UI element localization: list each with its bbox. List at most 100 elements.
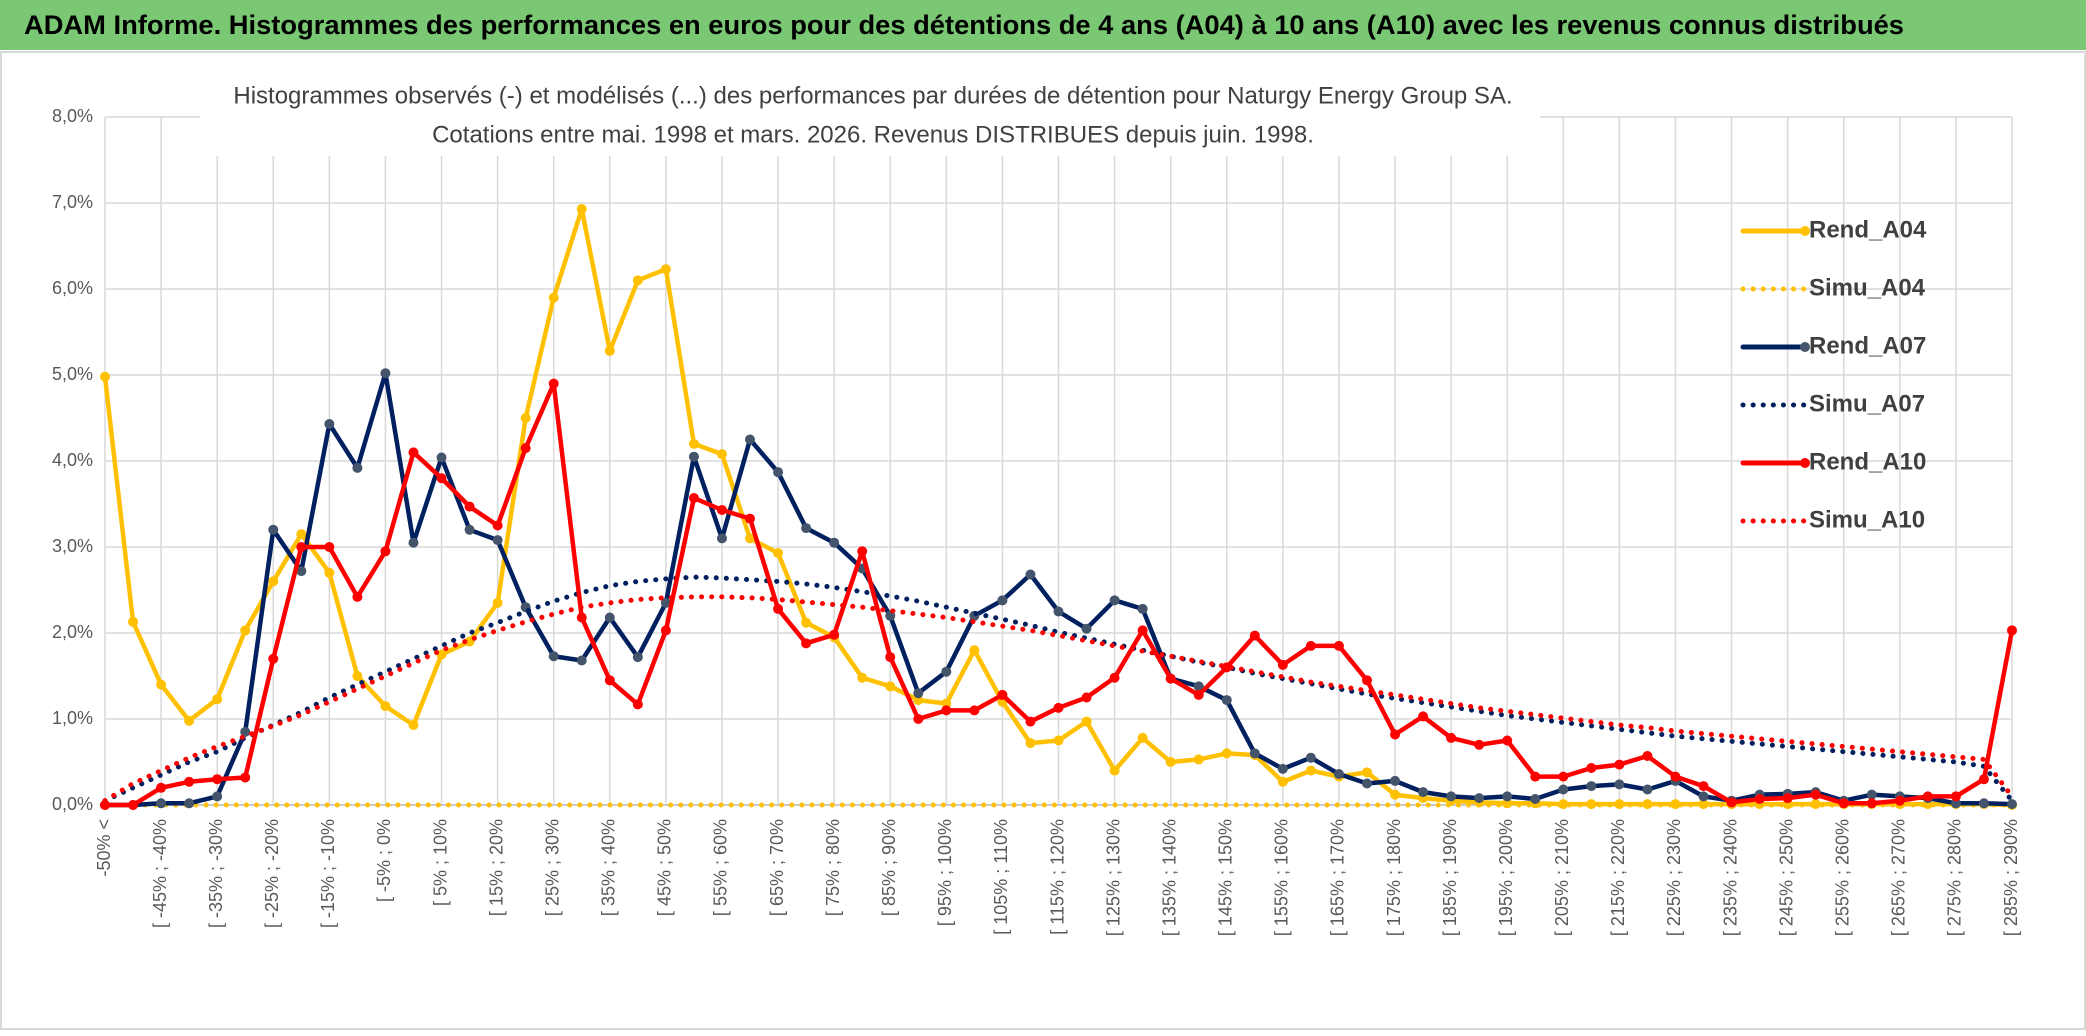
data-point xyxy=(1502,791,1513,802)
data-point xyxy=(1446,791,1457,802)
data-point xyxy=(436,452,447,463)
x-tick-label: [ 15% ; 20% xyxy=(486,819,506,916)
data-point xyxy=(716,533,727,544)
data-point xyxy=(296,529,307,540)
data-point xyxy=(969,705,980,716)
data-point xyxy=(1642,784,1653,795)
data-point xyxy=(1586,763,1597,774)
data-point xyxy=(660,264,671,275)
data-point xyxy=(660,625,671,636)
data-point xyxy=(576,655,587,666)
data-point xyxy=(492,520,503,531)
data-point xyxy=(212,694,223,705)
data-point xyxy=(1530,793,1541,804)
data-point xyxy=(352,462,363,473)
data-point xyxy=(324,419,335,430)
x-tick-label: [ 245% ; 250% xyxy=(1776,819,1796,936)
data-point xyxy=(128,616,139,627)
data-point xyxy=(1446,732,1457,743)
data-point xyxy=(1193,681,1204,692)
data-point xyxy=(1109,672,1120,683)
data-point xyxy=(100,800,110,810)
y-tick-label: 3,0% xyxy=(52,536,93,556)
data-point xyxy=(1193,754,1204,765)
y-tick-label: 8,0% xyxy=(52,106,93,126)
data-point xyxy=(1361,778,1372,789)
data-point xyxy=(240,625,251,636)
x-tick-label: [ 165% ; 170% xyxy=(1328,819,1348,936)
x-tick-label: [ 235% ; 240% xyxy=(1720,819,1740,936)
legend-marker xyxy=(1800,342,1810,352)
data-point xyxy=(1754,793,1765,804)
data-point xyxy=(829,629,840,640)
legend-label: Rend_A10 xyxy=(1809,448,1926,475)
data-point xyxy=(941,666,952,677)
data-point xyxy=(1109,595,1120,606)
data-point xyxy=(2007,799,2017,810)
data-point xyxy=(1614,779,1625,790)
legend-marker xyxy=(1800,226,1810,236)
data-point xyxy=(1838,798,1849,809)
data-point xyxy=(1333,769,1344,780)
legend-label: Simu_A07 xyxy=(1809,390,1925,417)
data-point xyxy=(632,652,643,663)
header-bar xyxy=(0,0,2086,50)
data-point xyxy=(604,612,615,623)
data-point xyxy=(492,597,503,608)
series-line xyxy=(102,574,2015,804)
x-tick-label: [ 285% ; 290% xyxy=(2001,819,2021,936)
data-point xyxy=(773,603,784,614)
legend-label: Rend_A07 xyxy=(1809,332,1926,359)
data-point xyxy=(408,447,419,458)
data-point xyxy=(885,681,896,692)
data-point xyxy=(1025,738,1036,749)
series-layer xyxy=(100,204,2017,810)
data-point xyxy=(1670,771,1681,782)
y-tick-label: 7,0% xyxy=(52,192,93,212)
data-point xyxy=(1978,798,1989,809)
data-point xyxy=(885,652,896,663)
data-point xyxy=(184,798,195,809)
x-tick-label: [ 255% ; 260% xyxy=(1832,819,1852,936)
data-point xyxy=(688,438,699,449)
x-tick-label: [ 35% ; 40% xyxy=(599,819,619,916)
data-point xyxy=(997,689,1008,700)
data-point xyxy=(857,546,868,557)
data-point xyxy=(716,449,727,460)
data-point xyxy=(1137,603,1148,614)
y-tick-label: 2,0% xyxy=(52,622,93,642)
data-point xyxy=(184,715,195,726)
x-tick-label: [ -45% ; -40% xyxy=(150,819,170,928)
data-point xyxy=(1053,702,1064,713)
x-tick-label: [ 195% ; 200% xyxy=(1496,819,1516,936)
x-tick-label: [ 75% ; 80% xyxy=(823,819,843,916)
data-point xyxy=(296,542,307,552)
data-point xyxy=(576,612,587,623)
data-point xyxy=(745,513,756,524)
data-point xyxy=(1053,735,1064,746)
data-point xyxy=(1950,791,1961,802)
x-tick-label: [ 185% ; 190% xyxy=(1440,819,1460,936)
data-point xyxy=(156,782,167,793)
y-tick-label: 1,0% xyxy=(52,708,93,728)
data-point xyxy=(212,791,223,802)
data-point xyxy=(773,548,784,559)
data-point xyxy=(212,774,223,785)
data-point xyxy=(436,473,447,484)
data-point xyxy=(1558,771,1569,782)
title-backdrop xyxy=(200,78,1540,156)
data-point xyxy=(576,204,587,215)
x-tick-label: [ 105% ; 110% xyxy=(991,819,1011,935)
data-point xyxy=(1137,732,1148,743)
data-point xyxy=(1081,623,1092,634)
data-point xyxy=(1670,799,1681,810)
data-point xyxy=(1502,735,1513,746)
data-point xyxy=(829,537,840,548)
data-point xyxy=(1081,692,1092,703)
data-point xyxy=(1305,765,1316,776)
data-point xyxy=(604,675,615,686)
data-point xyxy=(997,595,1008,606)
data-point xyxy=(941,705,952,716)
data-point xyxy=(464,501,475,512)
